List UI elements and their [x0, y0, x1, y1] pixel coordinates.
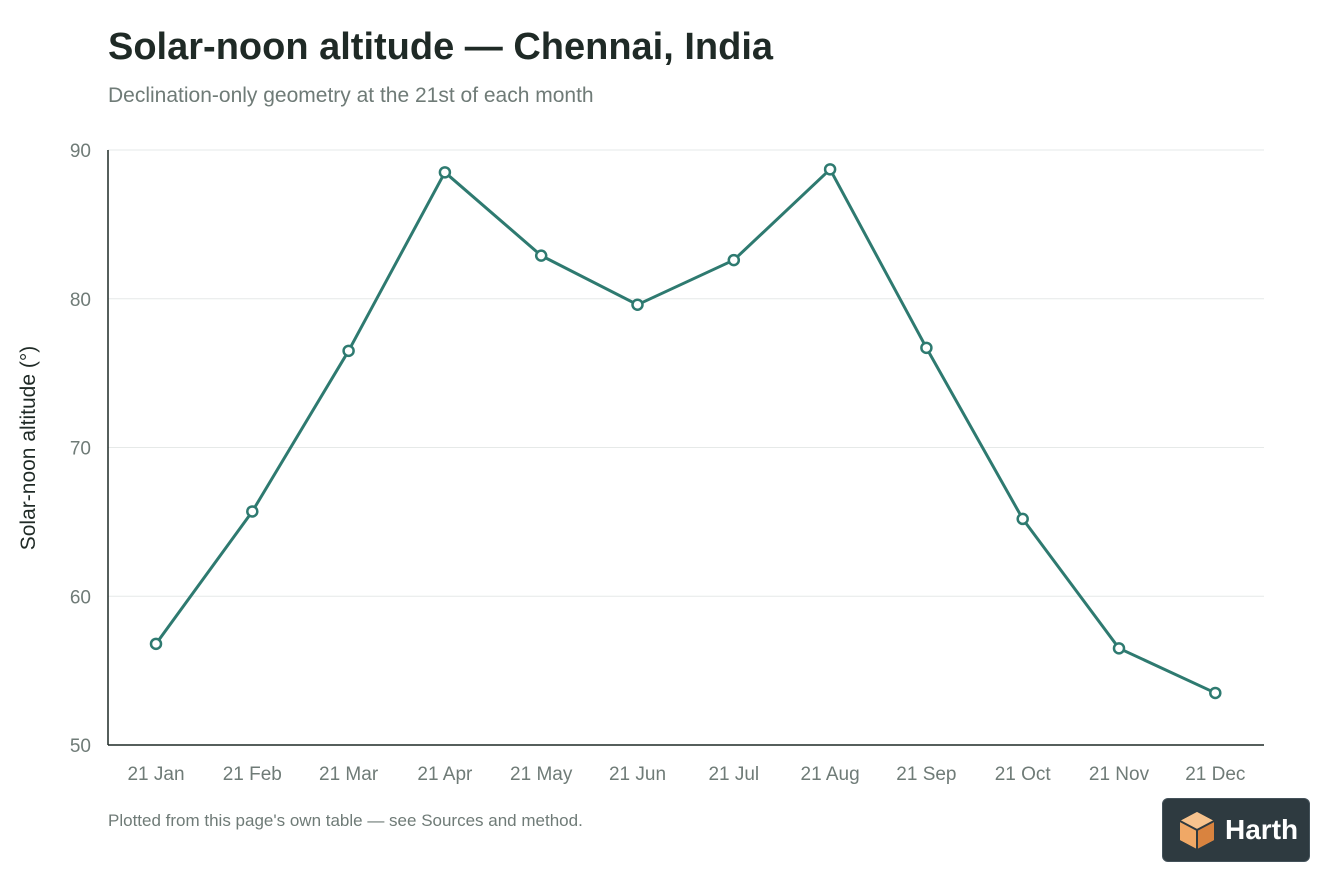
y-tick-label: 80 [70, 290, 91, 311]
y-tick-labels: 50 60 70 80 90 [70, 141, 91, 757]
series-layer [149, 163, 1222, 700]
data-point[interactable] [727, 253, 741, 267]
x-tick-label: 21 Mar [319, 764, 379, 785]
chart-subtitle: Declination-only geometry at the 21st of… [108, 84, 594, 107]
data-point[interactable] [534, 249, 548, 262]
x-tick-label: 21 Feb [223, 764, 282, 785]
x-tick-labels: 21 Jan 21 Feb 21 Mar 21 Apr 21 May 21 Jun 21 J… [127, 764, 1245, 785]
data-point[interactable] [342, 344, 355, 358]
x-tick-label: 21 Dec [1185, 764, 1245, 785]
data-point[interactable] [1112, 642, 1126, 655]
data-point[interactable] [438, 166, 452, 179]
data-point[interactable] [246, 505, 259, 518]
cube-icon [1179, 812, 1215, 849]
chart-title: Solar-noon altitude — Chennai, India [108, 26, 774, 68]
series-line [154, 167, 1216, 695]
gridlines [108, 149, 1264, 597]
x-tick-label: 21 Aug [801, 764, 860, 785]
x-tick-label: 21 Oct [995, 764, 1052, 785]
y-tick-label: 50 [70, 736, 91, 757]
x-tick-label: 21 Jul [708, 764, 759, 785]
footnote: Plotted from this page's own table — see… [108, 811, 583, 830]
data-point[interactable] [920, 341, 933, 355]
data-point[interactable] [823, 163, 837, 176]
y-tick-label: 60 [70, 587, 91, 608]
brand-badge[interactable]: Harth [1162, 798, 1310, 862]
data-point[interactable] [1209, 686, 1222, 700]
x-tick-label: 21 May [510, 764, 573, 785]
x-tick-label: 21 Jan [127, 764, 184, 785]
brand-name: Harth [1225, 814, 1299, 845]
axes [107, 150, 1264, 746]
x-tick-label: 21 Nov [1089, 764, 1150, 785]
y-axis-title: Solar-noon altitude (°) [17, 346, 40, 551]
data-point[interactable] [149, 637, 163, 651]
x-tick-label: 21 Jun [609, 764, 666, 785]
y-tick-label: 70 [70, 439, 91, 460]
x-tick-label: 21 Sep [896, 764, 956, 785]
x-tick-label: 21 Apr [417, 764, 473, 785]
data-point[interactable] [631, 298, 644, 311]
data-point[interactable] [1016, 512, 1029, 526]
y-tick-label: 90 [70, 141, 91, 162]
